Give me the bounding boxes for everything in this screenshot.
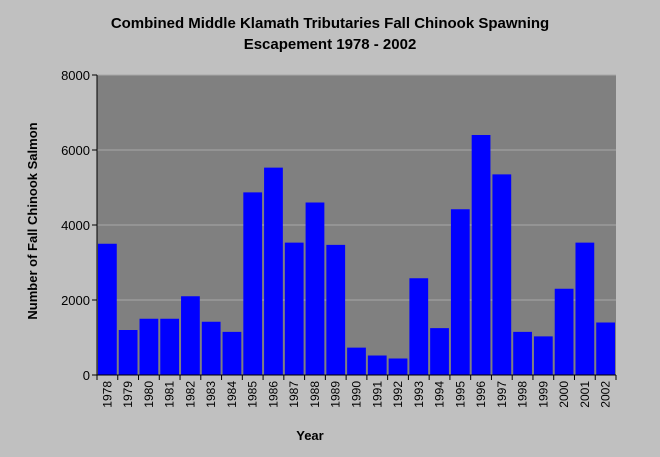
- bar-1994: [430, 328, 449, 375]
- x-tick-label: 1979: [121, 381, 135, 408]
- y-axis-label: Number of Fall Chinook Salmon: [25, 122, 40, 319]
- x-tick-label: 1988: [308, 381, 322, 408]
- x-tick-label: 1989: [329, 381, 343, 408]
- bar-2001: [575, 242, 595, 375]
- x-tick-label: 1987: [287, 381, 301, 408]
- x-tick-label: 1992: [391, 381, 405, 408]
- chart-subtitle: Escapement 1978 - 2002: [243, 36, 417, 53]
- x-tick-label: 1980: [142, 381, 156, 408]
- x-tick-label: 1986: [266, 381, 280, 408]
- x-tick-label: 1991: [370, 381, 384, 408]
- bar-1986: [264, 167, 283, 375]
- bar-1987: [284, 242, 304, 375]
- bar-1989: [326, 244, 346, 375]
- x-tick-label: 1984: [225, 381, 239, 408]
- x-tick-label: 1994: [433, 381, 447, 408]
- axes: [92, 74, 617, 380]
- x-tick-label: 2000: [557, 381, 571, 408]
- x-tick-label: 2002: [599, 381, 613, 408]
- x-tick-label: 1978: [100, 381, 114, 408]
- x-tick-label: 1990: [350, 381, 364, 408]
- bars: [98, 135, 615, 375]
- y-tick-label: 8000: [61, 68, 90, 83]
- y-tick-label: 2000: [61, 293, 90, 308]
- bar-1997: [492, 174, 512, 375]
- bar-1999: [533, 336, 553, 375]
- y-tick-label: 0: [83, 368, 90, 383]
- x-tick-label: 1999: [536, 381, 550, 408]
- y-tick-label: 6000: [61, 143, 90, 158]
- x-tick-label: 1983: [204, 381, 218, 408]
- x-tick-label: 1995: [453, 381, 467, 408]
- bar-1978: [98, 243, 117, 375]
- bar-1991: [367, 355, 387, 375]
- bar-1984: [222, 331, 242, 375]
- bar-1981: [160, 318, 180, 375]
- bar-1995: [450, 209, 470, 375]
- x-tick-labels: 1978 1979 1980 1981 1982 1983 1984 1985 1986 1987…: [100, 381, 612, 408]
- bar-1996: [471, 135, 491, 375]
- x-tick-label: 1996: [474, 381, 488, 408]
- bar-1982: [181, 296, 200, 375]
- chart-title: Combined Middle Klamath Tributaries Fall…: [110, 15, 550, 32]
- bar-2000: [554, 288, 574, 375]
- bar-1992: [388, 358, 408, 375]
- x-tick-label: 1985: [246, 381, 260, 408]
- bar-1993: [409, 278, 429, 375]
- x-axis-label: Year: [296, 428, 323, 443]
- x-tick-label: 1998: [516, 381, 530, 408]
- bar-1998: [513, 331, 532, 375]
- bar-1979: [118, 330, 138, 375]
- x-tick-label: 1981: [163, 381, 177, 408]
- x-tick-label: 2001: [578, 381, 592, 408]
- y-tick-label: 4000: [61, 218, 90, 233]
- x-tick-label: 1997: [495, 381, 509, 408]
- bar-1983: [201, 321, 221, 375]
- bar-1980: [139, 318, 159, 375]
- bar-1988: [305, 202, 325, 375]
- bar-1990: [347, 347, 366, 375]
- y-tick-labels: 0 2000 4000 6000 8000: [61, 68, 90, 383]
- x-tick-label: 1993: [412, 381, 426, 408]
- x-tick-label: 1982: [183, 381, 197, 408]
- bar-2002: [596, 322, 615, 375]
- bar-1985: [243, 192, 263, 375]
